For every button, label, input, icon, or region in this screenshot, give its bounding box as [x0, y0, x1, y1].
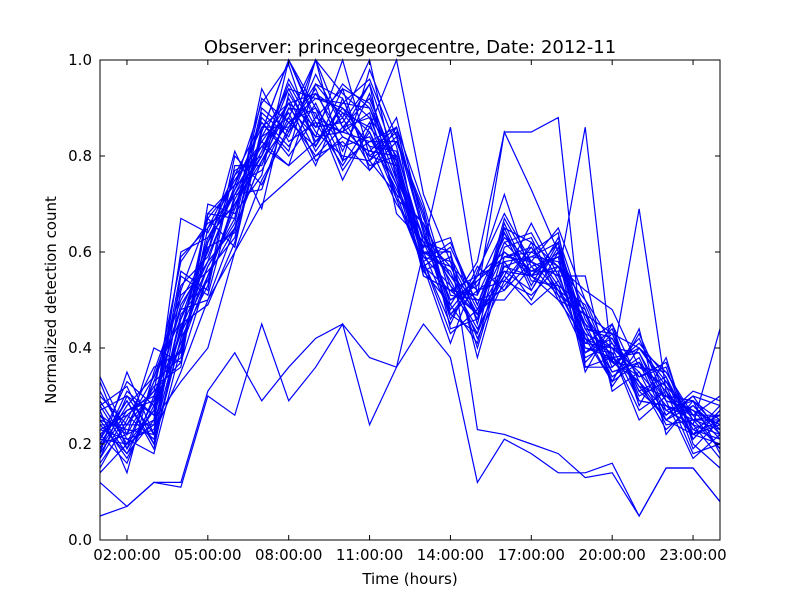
x-tick-label: 20:00:00 — [578, 546, 645, 564]
series-line-32 — [99, 88, 721, 459]
x-tick-label: 05:00:00 — [174, 546, 241, 564]
series-line-34 — [99, 107, 721, 445]
series-line-2 — [99, 322, 721, 518]
series-line-19 — [99, 87, 721, 445]
y-tick-label: 0.8 — [68, 147, 92, 165]
x-tick-label: 23:00:00 — [659, 546, 726, 564]
x-tick-label: 08:00:00 — [255, 546, 322, 564]
plot-frame — [99, 59, 721, 541]
x-axis-title: Time (hours) — [361, 570, 457, 588]
y-tick-label: 1.0 — [68, 51, 92, 69]
y-tick-label: 0.4 — [68, 339, 92, 357]
y-tick-label: 0.2 — [68, 435, 92, 453]
x-tick-label: 14:00:00 — [417, 546, 484, 564]
series-line-1 — [99, 251, 721, 518]
x-tick-label: 02:00:00 — [93, 546, 160, 564]
y-tick-label: 0.6 — [68, 243, 92, 261]
y-axis-title: Normalized detection count — [42, 196, 60, 404]
tick-layer: 02:00:00 05:00:00 08:00:00 11:00:00 14:00:00… — [68, 51, 727, 564]
series-line-35 — [99, 102, 721, 446]
x-tick-label: 11:00:00 — [336, 546, 403, 564]
series-line-26 — [99, 72, 721, 469]
series-line-17 — [99, 58, 721, 441]
series-line-27 — [99, 96, 720, 417]
x-tick-label: 17:00:00 — [498, 546, 565, 564]
plot-area — [100, 60, 720, 540]
series-layer — [99, 57, 721, 518]
series-line-29 — [99, 96, 721, 450]
y-tick-label: 0.0 — [68, 531, 92, 549]
chart-title: Observer: princegeorgecentre, Date: 2012… — [204, 37, 616, 58]
series-line-33 — [100, 116, 721, 431]
